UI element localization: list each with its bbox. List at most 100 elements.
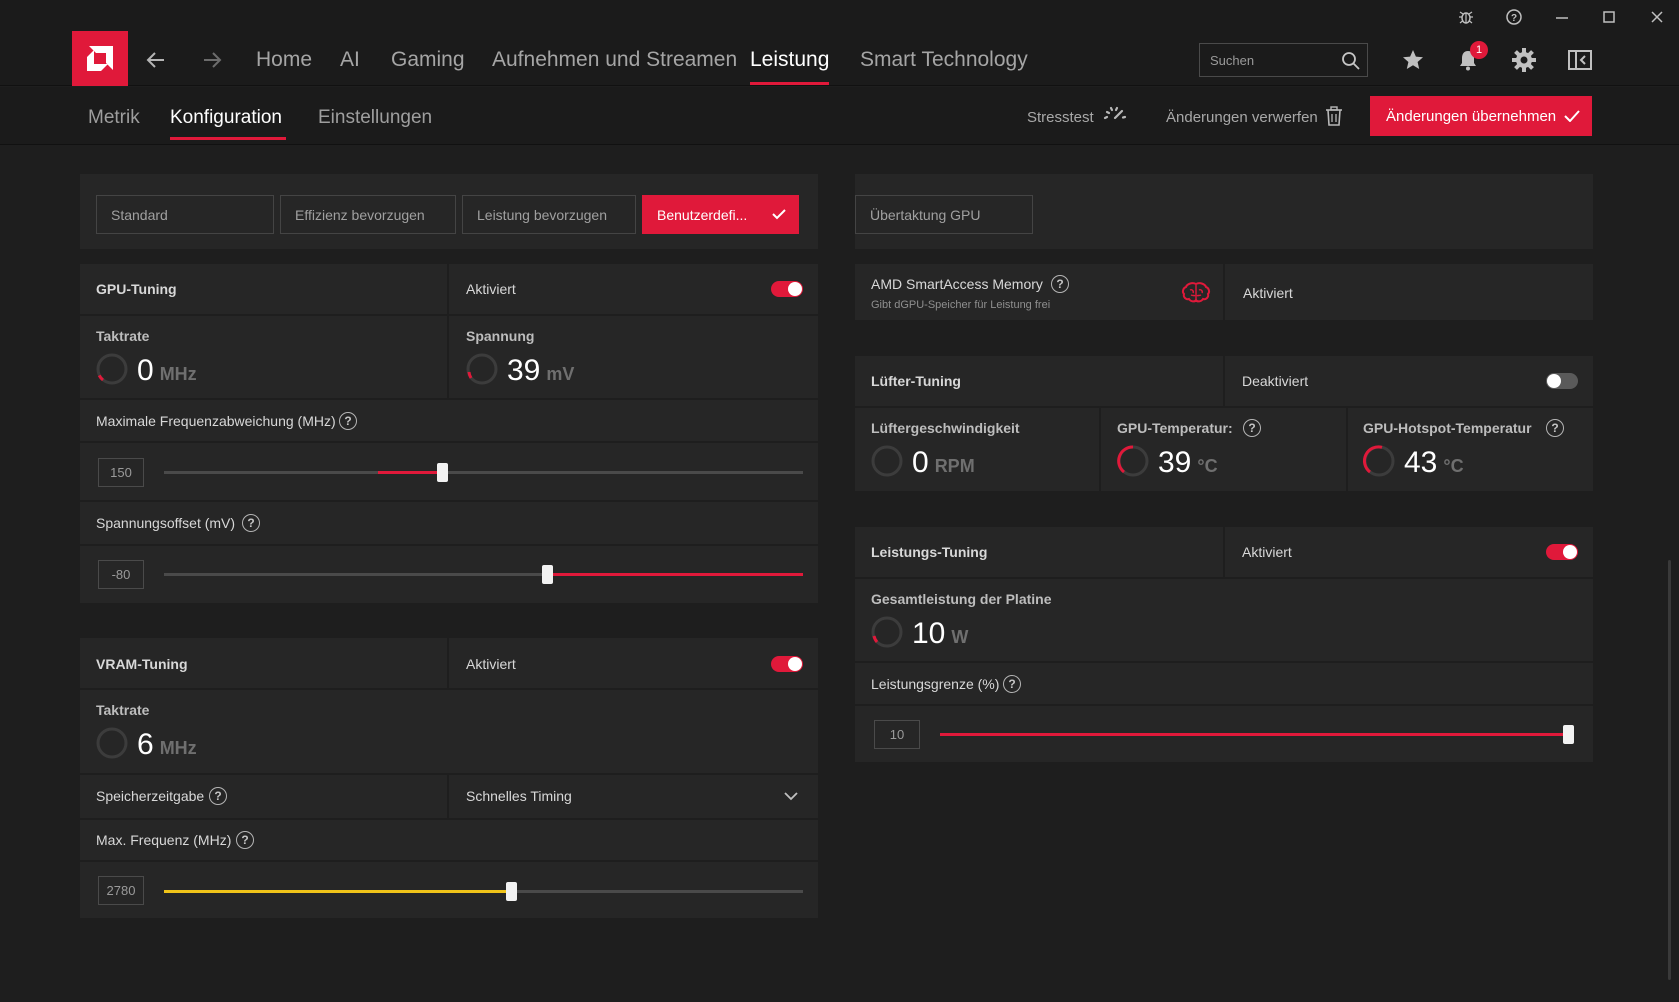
slider-fill bbox=[378, 471, 442, 474]
tab-settings[interactable]: Einstellungen bbox=[318, 107, 433, 128]
help-icon[interactable]: ? bbox=[236, 831, 254, 849]
help-icon[interactable]: ? bbox=[1003, 675, 1021, 693]
gpu-clock-unit: MHz bbox=[159, 364, 197, 384]
gpu-voltage-label: Spannung bbox=[466, 328, 535, 344]
favorites-star-icon[interactable] bbox=[1396, 43, 1430, 77]
gpu-hotspot-temperature-value: 43 °C bbox=[1404, 446, 1464, 480]
back-arrow-icon[interactable] bbox=[141, 45, 171, 75]
board-power-number: 10 bbox=[912, 617, 946, 650]
vram-tuning-title: VRAM-Tuning bbox=[96, 656, 188, 672]
vram-clock-value: 6 MHz bbox=[137, 728, 197, 762]
max-freq-offset-input[interactable]: 150 bbox=[98, 458, 144, 487]
search-box[interactable] bbox=[1199, 43, 1368, 77]
nav-gaming[interactable]: Gaming bbox=[391, 48, 465, 71]
voltage-offset-input[interactable]: -80 bbox=[98, 560, 144, 589]
gpu-hotspot-unit: °C bbox=[1443, 456, 1464, 476]
preset-standard[interactable]: Standard bbox=[96, 195, 274, 234]
help-icon[interactable]: ? bbox=[1051, 275, 1069, 293]
power-tuning-toggle[interactable] bbox=[1546, 544, 1578, 560]
nav-active-underline bbox=[750, 82, 829, 85]
search-input[interactable] bbox=[1210, 44, 1340, 76]
power-limit-input[interactable]: 10 bbox=[874, 720, 920, 749]
help-icon[interactable]: ? bbox=[339, 412, 357, 430]
vram-tuning-toggle[interactable] bbox=[771, 656, 803, 672]
preset-custom[interactable]: Benutzerdefi... bbox=[642, 195, 799, 234]
tab-metrics[interactable]: Metrik bbox=[88, 107, 140, 128]
vram-clock-label: Taktrate bbox=[96, 702, 150, 718]
slider-thumb[interactable] bbox=[505, 882, 517, 901]
gpu-tuning-toggle[interactable] bbox=[771, 281, 803, 297]
help-icon[interactable]: ? bbox=[1499, 2, 1529, 32]
forward-arrow-icon[interactable] bbox=[197, 45, 227, 75]
divider bbox=[80, 544, 818, 546]
checkmark-icon bbox=[772, 209, 786, 220]
gauge-icon bbox=[870, 615, 904, 649]
gpu-voltage-value: 39 mV bbox=[507, 354, 574, 388]
preset-performance[interactable]: Leistung bevorzugen bbox=[462, 195, 636, 234]
help-icon[interactable]: ? bbox=[209, 787, 227, 805]
bug-report-icon[interactable] bbox=[1451, 2, 1481, 32]
preset-gpu-overclock[interactable]: Übertaktung GPU bbox=[855, 195, 1033, 234]
slider-thumb[interactable] bbox=[1563, 725, 1574, 744]
power-limit-slider[interactable] bbox=[940, 725, 1574, 744]
scrollbar[interactable] bbox=[1668, 560, 1671, 980]
apply-changes-label: Änderungen übernehmen bbox=[1386, 107, 1557, 125]
gpu-voltage-number: 39 bbox=[507, 354, 541, 387]
fan-tuning-toggle[interactable] bbox=[1546, 373, 1578, 389]
chevron-down-icon bbox=[784, 792, 798, 801]
power-tuning-title: Leistungs-Tuning bbox=[871, 544, 988, 560]
nav-smart-technology[interactable]: Smart Technology bbox=[860, 48, 1028, 71]
discard-changes-button[interactable]: Änderungen verwerfen bbox=[1166, 109, 1318, 126]
max-freq-offset-slider[interactable] bbox=[164, 463, 803, 482]
fan-speed-unit: RPM bbox=[934, 456, 975, 476]
tab-configuration[interactable]: Konfiguration bbox=[170, 107, 282, 128]
slider-track bbox=[164, 471, 803, 474]
board-power-label: Gesamtleistung der Platine bbox=[871, 591, 1052, 607]
brain-icon bbox=[1181, 281, 1211, 305]
svg-text:?: ? bbox=[1511, 13, 1517, 24]
notification-badge: 1 bbox=[1470, 41, 1488, 59]
nav-recording-streaming[interactable]: Aufnehmen und Streamen bbox=[492, 48, 738, 71]
apply-changes-button[interactable]: Änderungen übernehmen bbox=[1370, 96, 1592, 136]
vram-clock-unit: MHz bbox=[159, 738, 197, 758]
gauge-icon bbox=[1116, 444, 1150, 478]
vram-max-freq-input[interactable]: 2780 bbox=[98, 876, 144, 905]
amd-logo[interactable] bbox=[72, 31, 128, 86]
maximize-icon[interactable] bbox=[1594, 2, 1624, 32]
divider bbox=[447, 774, 449, 819]
divider bbox=[80, 688, 818, 690]
nav-home[interactable]: Home bbox=[256, 48, 313, 71]
divider bbox=[855, 704, 1593, 706]
settings-gear-icon[interactable] bbox=[1507, 43, 1541, 77]
gpu-hotspot-number: 43 bbox=[1404, 446, 1438, 479]
help-icon[interactable]: ? bbox=[1546, 419, 1564, 437]
stresstest-gauge-icon[interactable] bbox=[1102, 104, 1128, 122]
top-navigation bbox=[0, 34, 1679, 86]
sidebar-panel-icon[interactable] bbox=[1563, 43, 1597, 77]
slider-thumb[interactable] bbox=[436, 463, 448, 482]
nav-performance[interactable]: Leistung bbox=[750, 48, 830, 71]
vram-max-freq-slider[interactable] bbox=[164, 882, 803, 901]
gpu-temperature-number: 39 bbox=[1158, 446, 1192, 479]
minimize-icon[interactable] bbox=[1547, 2, 1577, 32]
divider bbox=[80, 500, 818, 502]
divider bbox=[80, 773, 818, 775]
voltage-offset-slider[interactable] bbox=[164, 565, 803, 584]
help-icon[interactable]: ? bbox=[242, 514, 260, 532]
divider bbox=[1346, 408, 1348, 491]
help-icon[interactable]: ? bbox=[1243, 419, 1261, 437]
preset-efficiency[interactable]: Effizienz bevorzugen bbox=[280, 195, 456, 234]
power-limit-label: Leistungsgrenze (%) bbox=[871, 676, 1000, 692]
trash-icon[interactable] bbox=[1325, 106, 1343, 126]
memory-timing-dropdown[interactable]: Schnelles Timing bbox=[449, 775, 818, 818]
close-icon[interactable] bbox=[1642, 2, 1672, 32]
slider-fill bbox=[547, 573, 803, 576]
divider bbox=[855, 661, 1593, 663]
nav-ai[interactable]: AI bbox=[340, 48, 360, 71]
sam-title: AMD SmartAccess Memory bbox=[871, 276, 1043, 292]
sam-status: Aktiviert bbox=[1243, 285, 1293, 301]
search-icon[interactable] bbox=[1341, 51, 1361, 71]
slider-thumb[interactable] bbox=[542, 565, 554, 584]
stresstest-label[interactable]: Stresstest bbox=[1027, 109, 1094, 126]
divider bbox=[855, 406, 1593, 408]
